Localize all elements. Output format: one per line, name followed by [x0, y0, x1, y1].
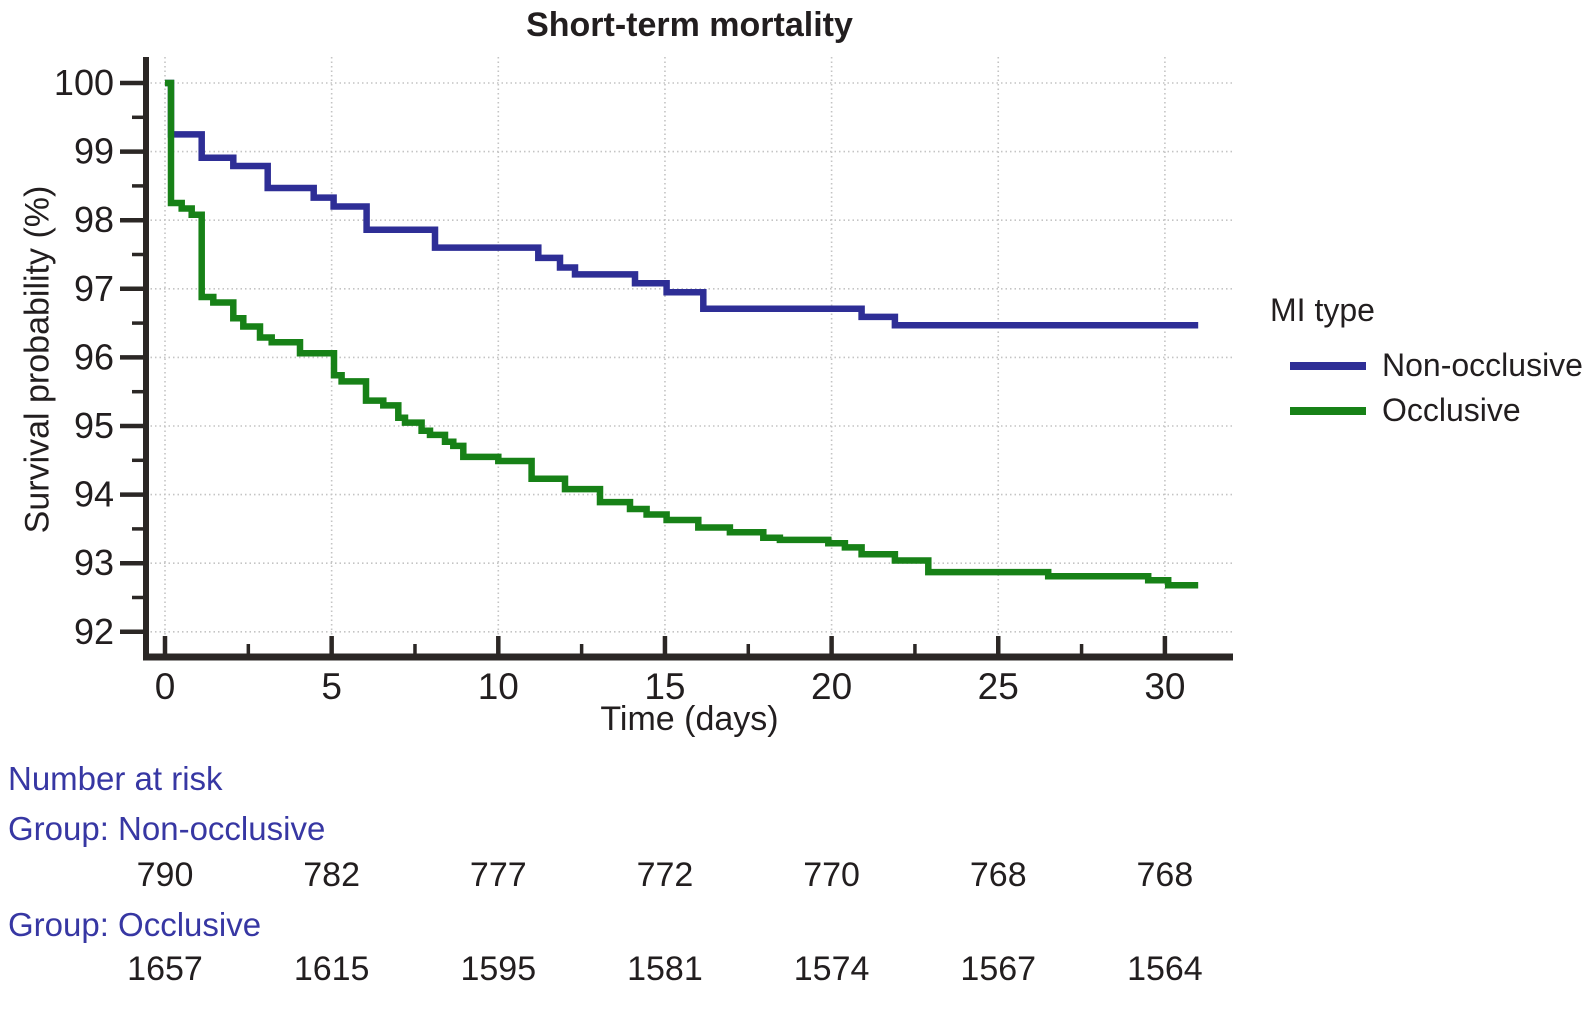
risk-row-occlusive: 1657 1615 1595 1581 1574 1567 1564	[0, 950, 1595, 990]
y-tick-label: 92	[74, 611, 114, 652]
risk-table-heading: Number at risk	[8, 760, 223, 797]
x-axis-label: Time (days)	[600, 700, 779, 738]
risk-count: 1574	[793, 950, 870, 988]
risk-count: 770	[803, 856, 860, 894]
x-tick-label: 15	[644, 666, 685, 707]
curve-non-occlusive	[165, 79, 1199, 329]
risk-count: 768	[1136, 856, 1194, 894]
nonocclusive-line-swatch	[1290, 361, 1366, 370]
legend-label: Non-occlusive	[1382, 347, 1583, 383]
x-tick-label: 10	[478, 666, 519, 707]
risk-count: 1581	[627, 950, 703, 988]
y-axis-label: Survival probability (%)	[18, 185, 57, 534]
risk-count: 782	[303, 856, 360, 894]
risk-count: 1567	[960, 950, 1037, 988]
y-tick-label: 96	[74, 336, 114, 377]
legend-label: Occlusive	[1382, 392, 1521, 428]
risk-count: 1595	[460, 950, 537, 988]
y-tick-label: 95	[74, 405, 114, 446]
risk-count: 1564	[1127, 950, 1203, 988]
risk-group-label-nonocclusive: Group: Non-occlusive	[8, 810, 326, 847]
risk-row-nonocclusive: 790 782 777 772 770 768 768	[0, 856, 1595, 896]
risk-count: 772	[636, 856, 694, 894]
x-tick-label: 0	[155, 666, 176, 707]
chart-title: Short-term mortality	[526, 6, 853, 44]
x-tick-label: 30	[1144, 666, 1185, 707]
y-tick-label: 94	[74, 474, 114, 515]
x-tick-label: 25	[978, 666, 1019, 707]
curve-occlusive	[165, 79, 1199, 589]
legend: MI type Non-occlusive Occlusive	[1268, 292, 1593, 433]
risk-count: 790	[136, 856, 194, 894]
risk-count: 777	[469, 856, 527, 894]
risk-count: 768	[969, 856, 1027, 894]
occlusive-line-swatch	[1290, 406, 1366, 415]
legend-item-occlusive: Occlusive	[1268, 388, 1593, 433]
x-tick-label: 20	[811, 666, 852, 707]
y-tick-label: 97	[74, 268, 114, 309]
legend-item-nonocclusive: Non-occlusive	[1268, 343, 1593, 388]
legend-title: MI type	[1270, 292, 1375, 328]
y-tick-label: 93	[74, 542, 114, 583]
y-tick-label: 100	[54, 62, 114, 103]
x-tick-label: 5	[321, 666, 342, 707]
risk-count: 1615	[293, 950, 370, 988]
risk-group-label-occlusive: Group: Occlusive	[8, 906, 262, 943]
km-plot: 92 93 94 95 96 97 98 99 100 0 5 10 15 20 25 30	[54, 57, 1233, 707]
y-tick-label: 98	[74, 199, 114, 240]
y-tick-label: 99	[74, 131, 114, 172]
risk-count: 1657	[127, 950, 203, 988]
